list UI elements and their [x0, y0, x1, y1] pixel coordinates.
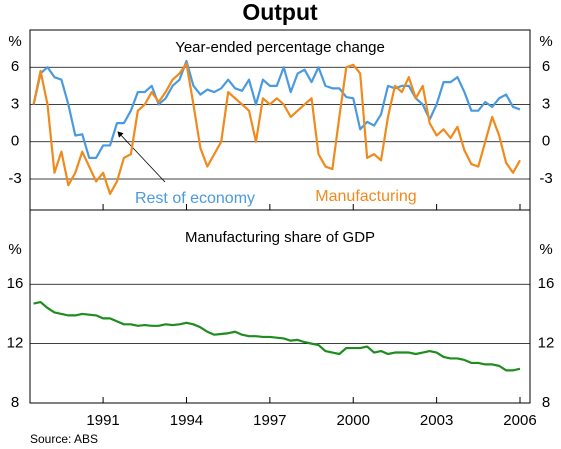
panel-subtitle: Manufacturing share of GDP [185, 229, 375, 246]
y-tick-label-right: 6 [542, 58, 550, 75]
y-tick-label: 3 [11, 95, 19, 112]
y-tick-label-right: 16 [538, 275, 555, 292]
y-unit-left: % [8, 241, 21, 258]
y-tick-label: 12 [7, 335, 24, 352]
y-tick-label-right: 8 [542, 394, 550, 411]
panel-frame [29, 29, 531, 211]
y-unit-right: % [539, 33, 552, 50]
chart-title: Output [242, 0, 318, 25]
series-line [33, 300, 521, 372]
y-tick-label: -3 [8, 170, 21, 187]
x-tick-label: 2003 [420, 412, 453, 429]
annotation-arrow [117, 131, 166, 183]
y-tick-label-right: 3 [542, 95, 550, 112]
series-line [32, 59, 521, 159]
y-tick-label: 0 [11, 133, 19, 150]
x-tick-label: 2006 [503, 412, 536, 429]
y-unit-right: % [539, 241, 552, 258]
panel-subtitle: Year-ended percentage change [175, 39, 385, 56]
y-tick-label: 8 [11, 394, 19, 411]
x-tick-label: 1997 [253, 412, 286, 429]
x-tick-label: 2000 [337, 412, 370, 429]
y-tick-label-right: 0 [542, 133, 550, 150]
series-line [32, 62, 521, 195]
y-tick-label-right: -3 [539, 170, 552, 187]
x-tick-label: 1991 [86, 412, 119, 429]
y-tick-label-right: 12 [538, 335, 555, 352]
y-unit-left: % [8, 33, 21, 50]
x-tick-label: 1994 [170, 412, 203, 429]
y-tick-label: 6 [11, 58, 19, 75]
series-label: Rest of economy [135, 190, 255, 207]
series-label: Manufacturing [315, 188, 416, 205]
source-note: Source: ABS [30, 432, 98, 446]
y-tick-label: 16 [7, 275, 24, 292]
